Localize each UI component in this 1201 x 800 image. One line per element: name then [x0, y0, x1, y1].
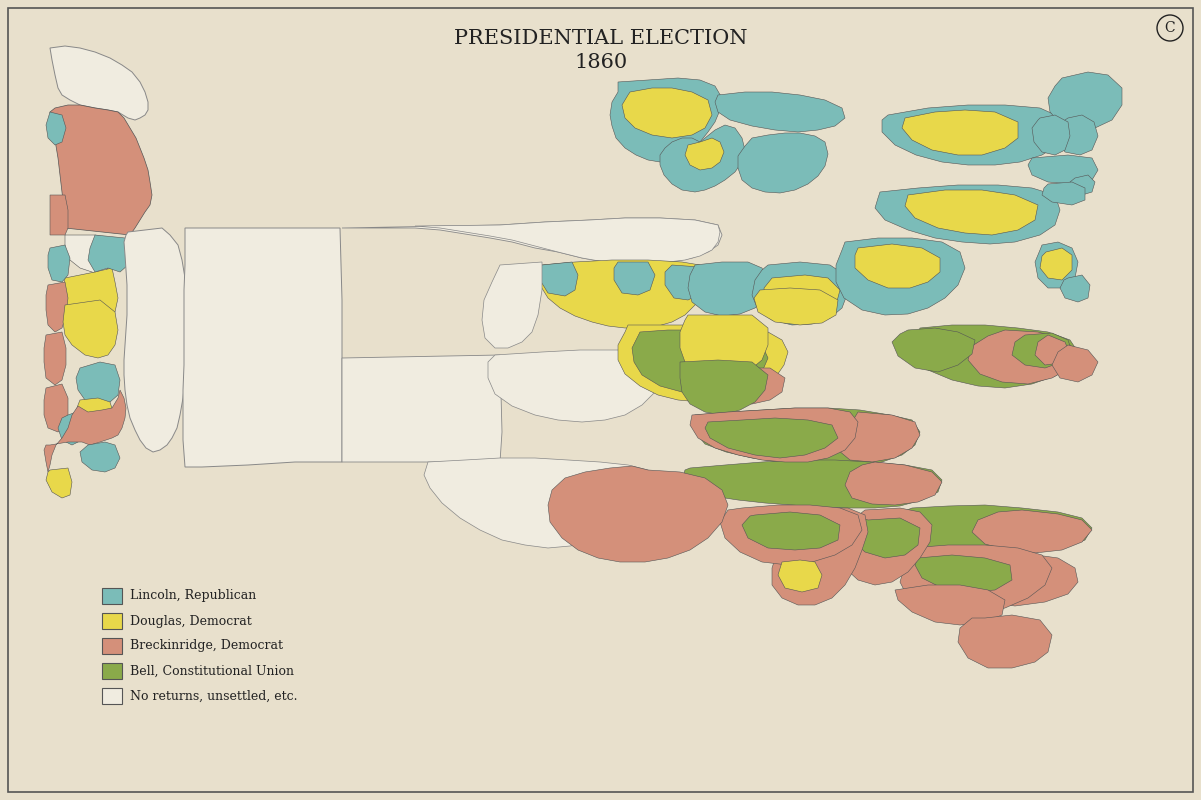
Polygon shape — [1048, 72, 1122, 130]
Polygon shape — [1042, 182, 1085, 205]
Polygon shape — [622, 88, 712, 138]
Polygon shape — [540, 260, 703, 328]
Polygon shape — [754, 288, 838, 325]
Polygon shape — [902, 110, 1018, 155]
Polygon shape — [876, 185, 1060, 244]
Polygon shape — [342, 218, 722, 264]
Text: Douglas, Democrat: Douglas, Democrat — [130, 614, 252, 627]
Polygon shape — [619, 325, 788, 402]
Bar — [102, 688, 123, 704]
Bar — [102, 588, 123, 604]
Polygon shape — [915, 555, 1012, 592]
Polygon shape — [725, 368, 785, 404]
Polygon shape — [610, 78, 722, 162]
Polygon shape — [680, 315, 767, 376]
Polygon shape — [46, 282, 68, 332]
Polygon shape — [772, 508, 868, 605]
Polygon shape — [1060, 275, 1091, 302]
Text: Lincoln, Republican: Lincoln, Republican — [130, 590, 256, 602]
Polygon shape — [632, 330, 767, 394]
Polygon shape — [62, 300, 118, 358]
Polygon shape — [752, 262, 848, 325]
Polygon shape — [76, 362, 120, 405]
Text: 1860: 1860 — [574, 53, 628, 71]
Bar — [102, 638, 123, 654]
Polygon shape — [895, 505, 1092, 554]
Polygon shape — [661, 125, 745, 192]
Polygon shape — [906, 190, 1038, 235]
Polygon shape — [88, 235, 130, 272]
Polygon shape — [482, 262, 542, 348]
Polygon shape — [80, 442, 120, 472]
Polygon shape — [958, 615, 1052, 668]
Polygon shape — [839, 508, 932, 585]
Polygon shape — [900, 545, 1052, 615]
Polygon shape — [1028, 155, 1098, 184]
Polygon shape — [855, 244, 940, 288]
Polygon shape — [693, 408, 920, 466]
Polygon shape — [1032, 115, 1070, 155]
Polygon shape — [691, 408, 858, 462]
Polygon shape — [46, 468, 72, 498]
Polygon shape — [1035, 242, 1078, 288]
Polygon shape — [50, 195, 68, 235]
Polygon shape — [1012, 333, 1072, 368]
Text: C: C — [1165, 21, 1176, 35]
Polygon shape — [416, 218, 721, 264]
Polygon shape — [852, 518, 920, 558]
Polygon shape — [682, 460, 942, 508]
Polygon shape — [1052, 345, 1098, 382]
Polygon shape — [1070, 175, 1095, 195]
Polygon shape — [48, 245, 70, 282]
Polygon shape — [715, 92, 846, 132]
Polygon shape — [1040, 248, 1072, 280]
Polygon shape — [846, 462, 942, 505]
Polygon shape — [44, 390, 126, 472]
Polygon shape — [44, 332, 66, 385]
Polygon shape — [50, 105, 153, 235]
Polygon shape — [74, 398, 115, 438]
Polygon shape — [548, 466, 728, 562]
Text: PRESIDENTIAL ELECTION: PRESIDENTIAL ELECTION — [454, 29, 748, 47]
Polygon shape — [614, 262, 655, 295]
Polygon shape — [972, 510, 1092, 553]
Polygon shape — [58, 410, 85, 445]
Polygon shape — [540, 262, 578, 296]
Polygon shape — [685, 138, 724, 170]
Polygon shape — [688, 262, 767, 316]
Polygon shape — [1058, 115, 1098, 155]
Polygon shape — [952, 553, 1078, 606]
Polygon shape — [124, 228, 187, 452]
Polygon shape — [764, 275, 839, 316]
Polygon shape — [705, 418, 838, 458]
Polygon shape — [836, 238, 964, 315]
Polygon shape — [44, 384, 68, 432]
Text: No returns, unsettled, etc.: No returns, unsettled, etc. — [130, 690, 298, 702]
Polygon shape — [882, 105, 1065, 165]
Polygon shape — [838, 412, 920, 462]
Polygon shape — [742, 512, 839, 550]
Polygon shape — [46, 112, 66, 145]
Polygon shape — [50, 46, 148, 120]
Polygon shape — [1035, 335, 1070, 365]
Polygon shape — [65, 235, 115, 275]
Bar — [102, 613, 123, 629]
Polygon shape — [342, 355, 502, 462]
Bar — [102, 663, 123, 679]
Text: Breckinridge, Democrat: Breckinridge, Democrat — [130, 639, 283, 653]
Polygon shape — [424, 458, 658, 548]
Polygon shape — [778, 560, 821, 592]
Polygon shape — [895, 585, 1005, 625]
Polygon shape — [968, 330, 1078, 384]
Polygon shape — [183, 228, 342, 467]
Polygon shape — [910, 325, 1078, 388]
Polygon shape — [680, 360, 767, 415]
Text: Bell, Constitutional Union: Bell, Constitutional Union — [130, 665, 294, 678]
Polygon shape — [737, 133, 827, 193]
Polygon shape — [665, 265, 703, 300]
Polygon shape — [721, 505, 862, 565]
Polygon shape — [488, 350, 665, 422]
Polygon shape — [892, 328, 975, 372]
Polygon shape — [62, 268, 118, 326]
